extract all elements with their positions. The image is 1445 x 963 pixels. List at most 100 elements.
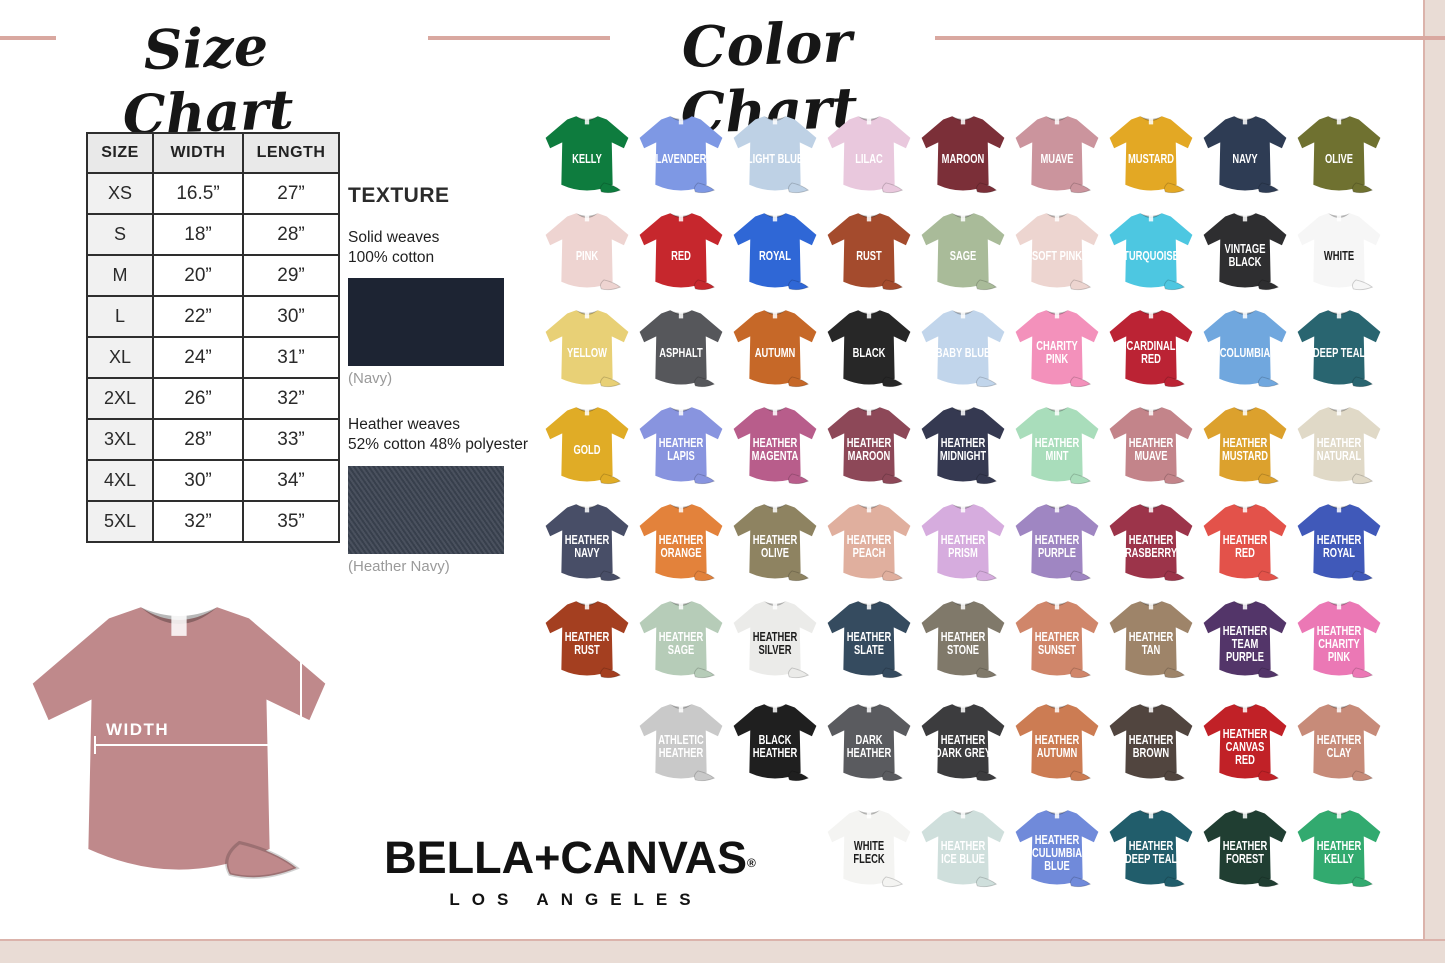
color-swatch-shirt: WHITE FLECK	[822, 802, 916, 899]
color-swatch-shirt: HEATHER DARK GREY	[916, 696, 1010, 793]
tshirt-icon	[823, 110, 915, 200]
tshirt-icon	[1199, 698, 1291, 788]
color-grid: KELLY LAVENDER LIGHT BLUE LILAC	[540, 108, 1386, 899]
tshirt-icon	[635, 698, 727, 788]
size-cell: XL	[86, 336, 154, 379]
measurement-diagram: WIDTH LENGTH	[20, 556, 338, 932]
tshirt-icon	[541, 207, 633, 297]
color-row: HEATHER NAVY HEATHER ORANGE HEATHER OLIV…	[540, 496, 1386, 593]
color-swatch-shirt: VINTAGE BLACK	[1198, 205, 1292, 302]
size-cell: S	[86, 213, 154, 256]
color-swatch-shirt: HEATHER MAGENTA	[728, 399, 822, 496]
tshirt-icon	[1199, 498, 1291, 588]
tshirt-icon	[1199, 401, 1291, 491]
color-swatch-shirt: YELLOW	[540, 302, 634, 399]
solid-weave-text: Solid weaves 100% cotton	[348, 229, 440, 267]
frame-bottom-strip	[0, 939, 1445, 963]
color-swatch-shirt: OLIVE	[1292, 108, 1386, 205]
width-measure-line	[94, 744, 302, 746]
color-row: ATHLETIC HEATHER BLACK HEATHER DARK HEAT…	[540, 696, 1386, 793]
size-table-row: M 20” 29”	[86, 254, 340, 297]
heather-navy-caption: (Heather Navy)	[348, 557, 450, 575]
size-column-header: SIZE	[86, 132, 154, 174]
tshirt-icon	[1105, 401, 1197, 491]
color-swatch-shirt: KELLY	[540, 108, 634, 205]
tshirt-icon	[635, 207, 727, 297]
color-swatch-shirt: BLACK HEATHER	[728, 696, 822, 793]
width-cell: 16.5”	[152, 172, 244, 215]
color-swatch-shirt: HEATHER PEACH	[822, 496, 916, 593]
tshirt-icon	[1293, 207, 1385, 297]
color-swatch-shirt: HEATHER MAROON	[822, 399, 916, 496]
tshirt-icon	[729, 595, 821, 685]
tshirt-icon	[729, 498, 821, 588]
tshirt-icon	[1011, 698, 1103, 788]
color-swatch-shirt: HEATHER SILVER	[728, 593, 822, 690]
size-table-body: XS 16.5” 27” S 18” 28” M 20” 29” L 22” 3…	[86, 172, 340, 543]
tshirt-icon	[1293, 698, 1385, 788]
color-swatch-shirt: HEATHER SUNSET	[1010, 593, 1104, 690]
color-swatch-shirt: ASPHALT	[634, 302, 728, 399]
size-table-row: L 22” 30”	[86, 295, 340, 338]
color-swatch-shirt: HEATHER CHARITY PINK	[1292, 593, 1386, 690]
size-chart-title: Size Chart	[121, 13, 295, 147]
tshirt-icon	[1199, 595, 1291, 685]
tshirt-icon	[729, 401, 821, 491]
color-swatch-shirt: RED	[634, 205, 728, 302]
color-swatch-shirt: CARDINAL RED	[1104, 302, 1198, 399]
color-row: HEATHER RUST HEATHER SAGE HEATHER SILVER…	[540, 593, 1386, 690]
color-swatch-shirt: BLACK	[822, 302, 916, 399]
top-rule-middle	[428, 36, 610, 40]
color-swatch-shirt: HEATHER CLAY	[1292, 696, 1386, 793]
length-cell: 29”	[242, 254, 340, 297]
tshirt-icon	[541, 304, 633, 394]
tshirt-icon	[541, 498, 633, 588]
tshirt-icon	[823, 698, 915, 788]
color-swatch-shirt: HEATHER ORANGE	[634, 496, 728, 593]
width-cell: 20”	[152, 254, 244, 297]
tshirt-icon	[1293, 110, 1385, 200]
tshirt-icon	[917, 304, 1009, 394]
tshirt-icon	[635, 401, 727, 491]
length-cell: 27”	[242, 172, 340, 215]
width-cell: 24”	[152, 336, 244, 379]
tshirt-icon	[1105, 595, 1197, 685]
color-swatch-shirt: LIGHT BLUE	[728, 108, 822, 205]
tshirt-icon	[541, 401, 633, 491]
size-table-row: 4XL 30” 34”	[86, 459, 340, 502]
color-swatch-shirt: AUTUMN	[728, 302, 822, 399]
width-cell: 22”	[152, 295, 244, 338]
tshirt-icon	[1105, 304, 1197, 394]
tshirt-icon	[635, 595, 727, 685]
length-cell: 32”	[242, 377, 340, 420]
tshirt-icon	[823, 804, 915, 894]
color-swatch-shirt: HEATHER MUAVE	[1104, 399, 1198, 496]
color-swatch-shirt: HEATHER MINT	[1010, 399, 1104, 496]
color-swatch-shirt: MAROON	[916, 108, 1010, 205]
color-swatch-shirt: LAVENDER	[634, 108, 728, 205]
color-row: PINK RED ROYAL RUST SAGE	[540, 205, 1386, 302]
tshirt-icon	[1105, 110, 1197, 200]
width-tick-left	[94, 736, 96, 754]
tshirt-icon	[917, 698, 1009, 788]
tshirt-icon	[729, 304, 821, 394]
length-tick-top	[286, 572, 316, 574]
size-table-row: 2XL 26” 32”	[86, 377, 340, 420]
tshirt-icon	[823, 498, 915, 588]
width-cell: 28”	[152, 418, 244, 461]
tshirt-icon	[1105, 804, 1197, 894]
color-swatch-shirt: RUST	[822, 205, 916, 302]
size-cell: XS	[86, 172, 154, 215]
color-swatch-shirt: SAGE	[916, 205, 1010, 302]
color-swatch-shirt: SOFT PINK	[1010, 205, 1104, 302]
tshirt-icon	[823, 207, 915, 297]
color-swatch-shirt: WHITE	[1292, 205, 1386, 302]
registered-mark: ®	[747, 856, 756, 870]
size-cell: L	[86, 295, 154, 338]
size-chart-table: SIZE WIDTH LENGTH XS 16.5” 27” S 18” 28”…	[86, 132, 340, 543]
brand-name: BELLA+CANVAS®	[384, 832, 756, 883]
tshirt-icon	[823, 304, 915, 394]
color-swatch-shirt: DEEP TEAL	[1292, 302, 1386, 399]
length-label: LENGTH	[275, 756, 294, 836]
